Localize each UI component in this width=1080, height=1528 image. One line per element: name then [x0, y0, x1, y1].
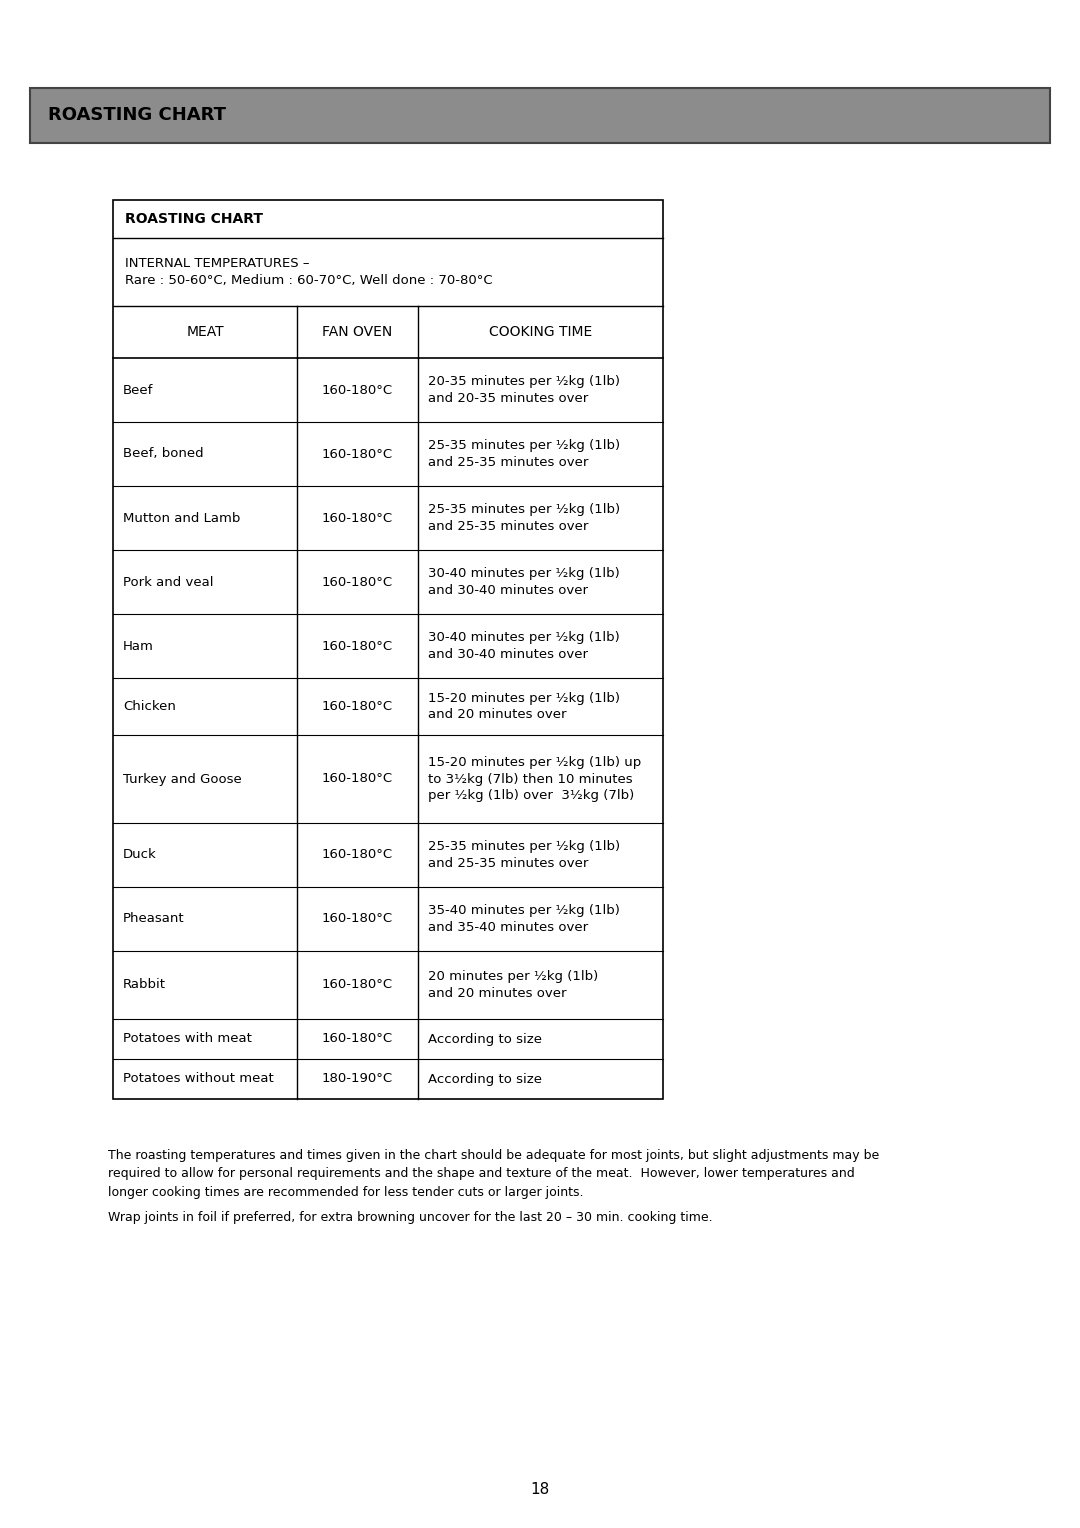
Text: Beef: Beef: [123, 384, 153, 396]
Text: 20-35 minutes per ½kg (1lb)
and 20-35 minutes over: 20-35 minutes per ½kg (1lb) and 20-35 mi…: [428, 376, 620, 405]
Text: ROASTING CHART: ROASTING CHART: [48, 107, 226, 124]
Text: 35-40 minutes per ½kg (1lb)
and 35-40 minutes over: 35-40 minutes per ½kg (1lb) and 35-40 mi…: [428, 905, 620, 934]
Text: Turkey and Goose: Turkey and Goose: [123, 773, 242, 785]
Bar: [113, 200, 663, 1099]
Text: 160-180°C: 160-180°C: [322, 1033, 393, 1045]
Text: 25-35 minutes per ½kg (1lb)
and 25-35 minutes over: 25-35 minutes per ½kg (1lb) and 25-35 mi…: [428, 840, 620, 869]
Text: Duck: Duck: [123, 848, 157, 862]
Text: 160-180°C: 160-180°C: [322, 773, 393, 785]
Text: 160-180°C: 160-180°C: [322, 912, 393, 926]
Text: ROASTING CHART: ROASTING CHART: [125, 212, 264, 226]
Text: INTERNAL TEMPERATURES –
Rare : 50-60°C, Medium : 60-70°C, Well done : 70-80°C: INTERNAL TEMPERATURES – Rare : 50-60°C, …: [125, 257, 492, 287]
Text: FAN OVEN: FAN OVEN: [322, 325, 393, 339]
Text: Pork and veal: Pork and veal: [123, 576, 214, 588]
Text: 160-180°C: 160-180°C: [322, 848, 393, 862]
Text: 15-20 minutes per ½kg (1lb)
and 20 minutes over: 15-20 minutes per ½kg (1lb) and 20 minut…: [428, 692, 620, 721]
Text: Potatoes without meat: Potatoes without meat: [123, 1073, 273, 1085]
Text: 160-180°C: 160-180°C: [322, 448, 393, 460]
Text: 30-40 minutes per ½kg (1lb)
and 30-40 minutes over: 30-40 minutes per ½kg (1lb) and 30-40 mi…: [428, 567, 620, 597]
Text: 25-35 minutes per ½kg (1lb)
and 25-35 minutes over: 25-35 minutes per ½kg (1lb) and 25-35 mi…: [428, 439, 620, 469]
Text: 20 minutes per ½kg (1lb)
and 20 minutes over: 20 minutes per ½kg (1lb) and 20 minutes …: [428, 970, 598, 999]
Text: Rabbit: Rabbit: [123, 978, 166, 992]
Text: 160-180°C: 160-180°C: [322, 700, 393, 714]
Text: COOKING TIME: COOKING TIME: [489, 325, 592, 339]
Text: According to size: According to size: [428, 1073, 542, 1085]
Text: The roasting temperatures and times given in the chart should be adequate for mo: The roasting temperatures and times give…: [108, 1149, 879, 1199]
Text: 180-190°C: 180-190°C: [322, 1073, 393, 1085]
Bar: [30, 89, 1050, 144]
Text: Mutton and Lamb: Mutton and Lamb: [123, 512, 241, 524]
Text: 160-180°C: 160-180°C: [322, 512, 393, 524]
Text: 15-20 minutes per ½kg (1lb) up
to 3½kg (7lb) then 10 minutes
per ½kg (1lb) over : 15-20 minutes per ½kg (1lb) up to 3½kg (…: [428, 756, 642, 802]
Text: According to size: According to size: [428, 1033, 542, 1045]
Text: Potatoes with meat: Potatoes with meat: [123, 1033, 252, 1045]
Text: Chicken: Chicken: [123, 700, 176, 714]
Text: 160-180°C: 160-180°C: [322, 978, 393, 992]
Text: 30-40 minutes per ½kg (1lb)
and 30-40 minutes over: 30-40 minutes per ½kg (1lb) and 30-40 mi…: [428, 631, 620, 660]
Text: 25-35 minutes per ½kg (1lb)
and 25-35 minutes over: 25-35 minutes per ½kg (1lb) and 25-35 mi…: [428, 503, 620, 533]
Text: 160-180°C: 160-180°C: [322, 576, 393, 588]
Text: 160-180°C: 160-180°C: [322, 640, 393, 652]
Text: Beef, boned: Beef, boned: [123, 448, 204, 460]
Text: Ham: Ham: [123, 640, 153, 652]
Text: 18: 18: [530, 1482, 550, 1497]
Text: Wrap joints in foil if preferred, for extra browning uncover for the last 20 – 3: Wrap joints in foil if preferred, for ex…: [108, 1212, 713, 1224]
Text: MEAT: MEAT: [186, 325, 224, 339]
Text: 160-180°C: 160-180°C: [322, 384, 393, 396]
Text: Pheasant: Pheasant: [123, 912, 185, 926]
